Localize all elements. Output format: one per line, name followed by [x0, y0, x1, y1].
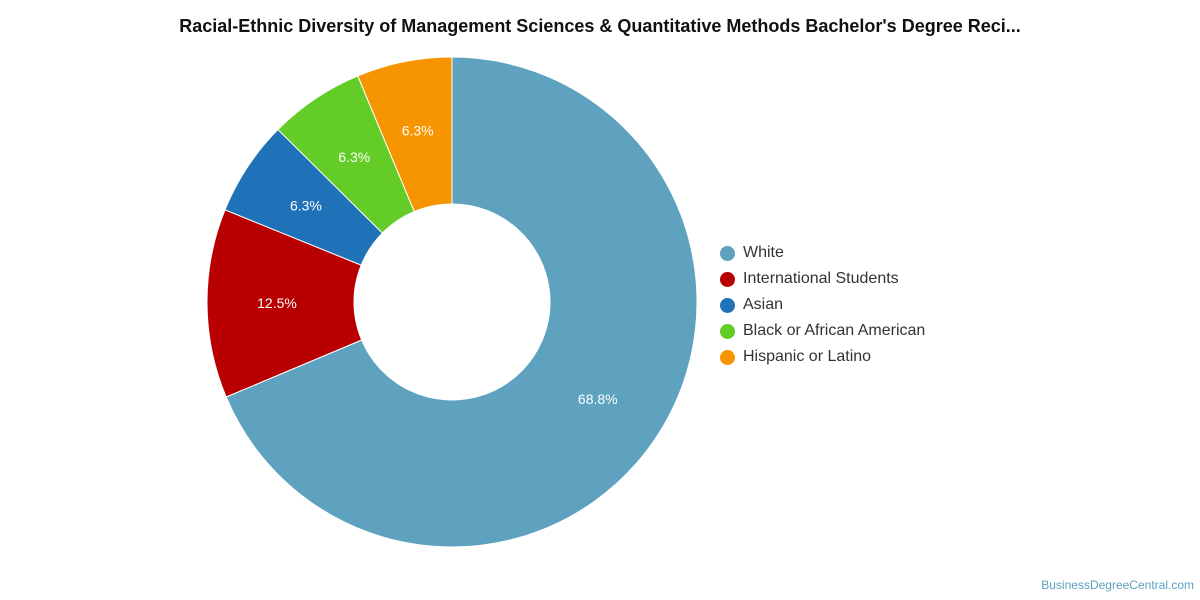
legend-swatch-icon — [720, 323, 735, 339]
legend-swatch-icon — [720, 271, 735, 287]
slice-label-white: 68.8% — [578, 391, 618, 407]
legend-label: Black or African American — [743, 322, 926, 339]
slice-label-international-students: 12.5% — [257, 295, 297, 311]
slice-label-asian: 6.3% — [290, 198, 322, 214]
legend-label: White — [743, 244, 784, 261]
slices-group — [206, 56, 698, 548]
slice-label-black-or-african-american: 6.3% — [338, 149, 370, 165]
legend-swatch-icon — [720, 297, 735, 313]
slice-white[interactable] — [225, 56, 698, 548]
legend-item-hispanic-or-latino[interactable]: Hispanic or Latino — [720, 344, 925, 370]
slice-hispanic-or-latino[interactable] — [357, 56, 453, 213]
legend-item-black-or-african-american[interactable]: Black or African American — [720, 318, 925, 344]
source-credit-link[interactable]: BusinessDegreeCentral.com — [1041, 578, 1194, 592]
chart-title: Racial-Ethnic Diversity of Management Sc… — [179, 16, 1021, 36]
legend-item-asian[interactable]: Asian — [720, 292, 925, 318]
slice-label-hispanic-or-latino: 6.3% — [402, 122, 434, 138]
legend-swatch-icon — [720, 349, 735, 365]
legend-label: Hispanic or Latino — [743, 348, 872, 365]
legend: White International Students Asian Black or… — [720, 240, 925, 370]
legend-item-white[interactable]: White — [720, 240, 925, 266]
slice-international-students[interactable] — [206, 209, 363, 398]
legend-label: Asian — [743, 296, 784, 313]
legend-swatch-icon — [720, 245, 735, 261]
legend-label: International Students — [743, 270, 899, 287]
legend-item-international-students[interactable]: International Students — [720, 266, 925, 292]
slice-labels-group: 68.8% 12.5% 6.3% 6.3% 6.3% — [257, 122, 617, 406]
